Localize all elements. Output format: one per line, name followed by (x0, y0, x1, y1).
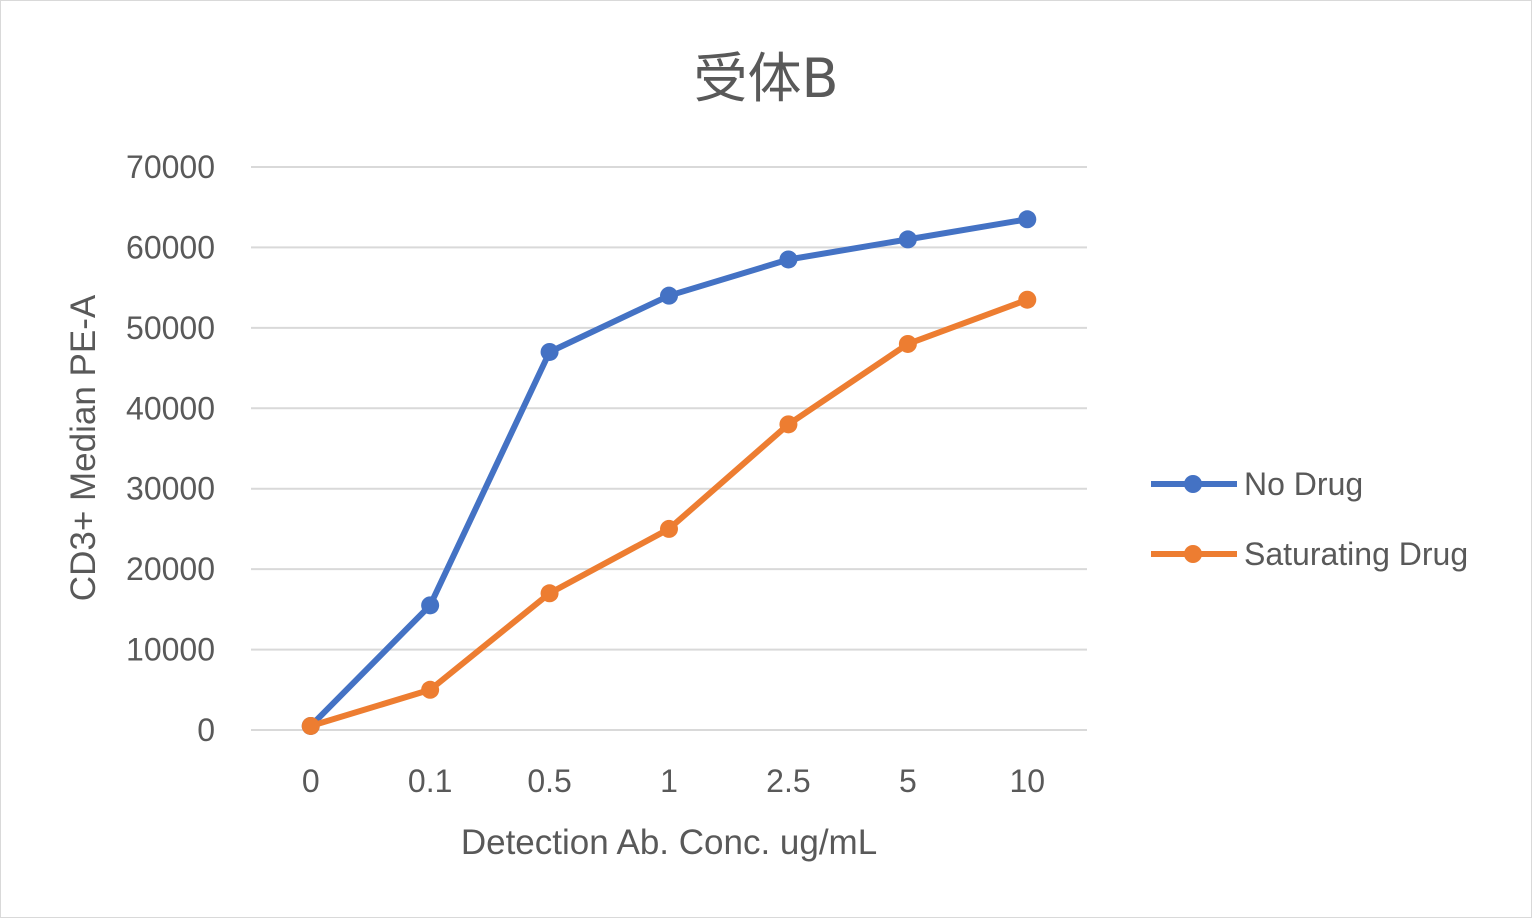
data-point-1-5[interactable] (779, 250, 798, 269)
legend-item-1[interactable]: No Drug (1151, 466, 1363, 502)
x-tick-label-0.1: 0.1 (408, 763, 452, 799)
x-tick-label-2.5: 2.5 (766, 763, 810, 799)
data-point-2-6[interactable] (898, 334, 917, 353)
data-point-2-3[interactable] (540, 584, 559, 603)
legend[interactable]: No Drug Saturating Drug (1151, 466, 1468, 572)
y-tick-label-40000: 40000 (126, 390, 215, 426)
legend-label-1: No Drug (1244, 466, 1363, 502)
data-point-1-7[interactable] (1018, 210, 1037, 229)
y-axis-label: CD3+ Median PE-A (64, 294, 103, 601)
legend-item-2[interactable]: Saturating Drug (1151, 536, 1468, 572)
data-point-1-4[interactable] (660, 286, 678, 305)
series-1 (301, 210, 1037, 735)
data-point-2-7[interactable] (1018, 290, 1037, 309)
x-tick-label-10: 10 (1009, 763, 1045, 799)
y-tick-label-20000: 20000 (126, 551, 215, 587)
data-point-2-2[interactable] (421, 680, 440, 699)
y-axis-ticks: 0 10000 20000 30000 40000 50000 60000 70000 (126, 149, 215, 748)
gridlines (251, 166, 1087, 731)
y-tick-label-30000: 30000 (126, 471, 215, 507)
y-tick-label-60000: 60000 (126, 229, 215, 265)
legend-marker-1 (1184, 475, 1202, 493)
data-point-2-1[interactable] (301, 716, 320, 735)
data-point-2-4[interactable] (660, 519, 678, 538)
data-point-1-2[interactable] (421, 596, 440, 615)
x-axis-ticks: 0 0.1 0.5 1 2.5 5 10 (302, 763, 1045, 799)
y-tick-label-0: 0 (197, 712, 215, 748)
series-2 (301, 290, 1037, 735)
x-tick-label-0: 0 (302, 763, 320, 799)
data-point-1-3[interactable] (540, 342, 559, 361)
series-line-2 (307, 296, 1031, 729)
chart-title: 受体B (693, 47, 838, 110)
series-layer (301, 210, 1037, 735)
x-axis-label: Detection Ab. Conc. ug/mL (461, 823, 877, 862)
y-tick-label-70000: 70000 (126, 149, 215, 185)
legend-label-2: Saturating Drug (1244, 536, 1468, 572)
data-point-1-6[interactable] (898, 230, 917, 249)
x-tick-label-5: 5 (899, 763, 917, 799)
x-tick-label-1: 1 (660, 763, 678, 799)
x-tick-label-0.5: 0.5 (527, 763, 571, 799)
legend-marker-2 (1184, 545, 1202, 563)
y-tick-label-50000: 50000 (126, 310, 215, 346)
data-point-2-5[interactable] (779, 415, 798, 434)
y-tick-label-10000: 10000 (126, 632, 215, 668)
